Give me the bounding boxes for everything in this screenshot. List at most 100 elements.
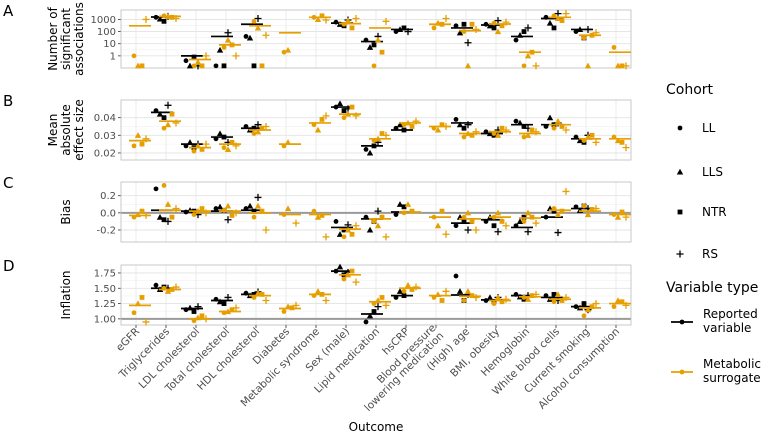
y-tick-label: 1.00 [94,314,116,325]
reported-point-NTR [461,21,467,27]
y-tick-label: 100 [97,27,116,38]
reported-point-NTR [191,309,197,314]
surrogate-point-NTR [379,295,385,300]
surrogate-point-LLS [464,209,472,216]
surrogate-point-NTR [259,291,265,297]
surrogate-point-LLS [434,126,442,133]
surrogate-point-LLS [314,213,322,220]
reported-point-NTR [521,214,527,220]
legend-label-variable-type: Metabolic [703,357,761,371]
surrogate-point-RS [292,219,300,227]
reported-point-NTR [221,301,227,306]
reported-point-LLS [456,29,464,36]
surrogate-point-RS [502,295,510,303]
surrogate-point-NTR [319,117,325,122]
reported-point-NTR [581,301,587,306]
surrogate-point-RS [442,287,450,295]
surrogate-point-NTR [229,139,235,145]
panel-D: 1.00 1.25 1.50 1.75 D Inflation [3,257,632,326]
surrogate-point-NTR [229,307,235,313]
x-axis-title: Outcome [349,420,404,434]
panel-B: 0.02 0.03 0.04 B Mean absolute effect size [3,92,632,161]
reported-point-RS [254,14,262,22]
surrogate-point-LLS [554,291,562,297]
reported-point-RS [254,121,262,129]
surrogate-point-LL [431,25,437,31]
surrogate-point-NTR [319,213,325,218]
legend-title-cohort: Cohort [666,82,714,98]
surrogate-point-LL [131,143,137,149]
legend-key-LLS [676,168,684,175]
reported-point-LL [513,118,519,124]
surrogate-point-LL [221,145,227,151]
reported-point-LLS [516,218,524,224]
panel-border [120,181,632,243]
surrogate-point-NTR [409,287,415,292]
reported-point-RS [224,216,232,224]
surrogate-point-LLS [164,201,172,207]
reported-point-NTR [401,204,407,210]
reported-point-NTR [491,223,497,229]
y-axis-title-line: Bias [59,199,73,224]
reported-point-LL [333,219,339,224]
y-tick-label: -0.2 [96,226,116,237]
surrogate-point-NTR [619,139,625,145]
reported-point-LL [393,212,399,217]
surrogate-point-LL [611,44,617,50]
surrogate-point-NTR [379,49,385,55]
surrogate-point-RS [622,144,630,152]
surrogate-point-NTR [199,206,205,211]
surrogate-point-LL [581,35,587,41]
surrogate-point-LLS [494,28,502,35]
y-tick-label: 1000 [91,15,116,26]
legend-key-LL [677,125,683,131]
reported-point-RS [464,226,472,234]
surrogate-point-RS [562,10,570,18]
surrogate-point-LLS [194,59,202,65]
reported-point-NTR [521,29,527,34]
surrogate-point-LLS [584,62,592,69]
surrogate-point-RS [262,122,270,130]
surrogate-point-NTR [499,219,505,224]
surrogate-point-RS [322,112,330,120]
surrogate-point-LLS [344,17,352,24]
reported-point-LLS [186,62,194,69]
surrogate-point-RS [382,301,390,309]
surrogate-point-LLS [164,121,172,128]
surrogate-point-NTR [559,124,565,129]
y-tick-label: 0.03 [94,131,116,142]
panel-label-B: B [3,92,13,110]
surrogate-point-LLS [284,205,292,212]
surrogate-point-NTR [409,124,415,129]
surrogate-point-LL [551,125,557,131]
reported-point-LLS [456,288,464,294]
legend-label-LL: LL [702,121,716,135]
surrogate-point-LLS [494,132,502,138]
reported-point-LLS [246,34,254,41]
surrogate-point-NTR [619,209,625,215]
reported-point-LLS [336,100,344,107]
surrogate-point-RS [262,31,270,39]
surrogate-point-RS [352,278,360,286]
surrogate-point-NTR [349,268,355,274]
surrogate-point-LL [491,301,497,306]
surrogate-point-RS [202,52,210,60]
reported-point-LL [213,63,219,69]
surrogate-point-LL [521,63,527,69]
legend-key-NTR [677,209,683,215]
reported-point-RS [464,39,472,47]
reported-point-RS [554,229,562,237]
surrogate-point-LLS [464,62,472,69]
surrogate-point-LLS [374,222,382,229]
reported-point-LL [363,147,369,152]
legend-label-NTR: NTR [702,205,727,219]
surrogate-point-LLS [374,36,382,43]
reported-point-NTR [461,219,467,224]
legend-label-variable-type: surrogate [703,371,761,385]
surrogate-point-RS [442,230,450,238]
surrogate-point-NTR [589,132,595,138]
surrogate-point-LLS [584,306,592,313]
reported-point-LLS [546,19,554,26]
